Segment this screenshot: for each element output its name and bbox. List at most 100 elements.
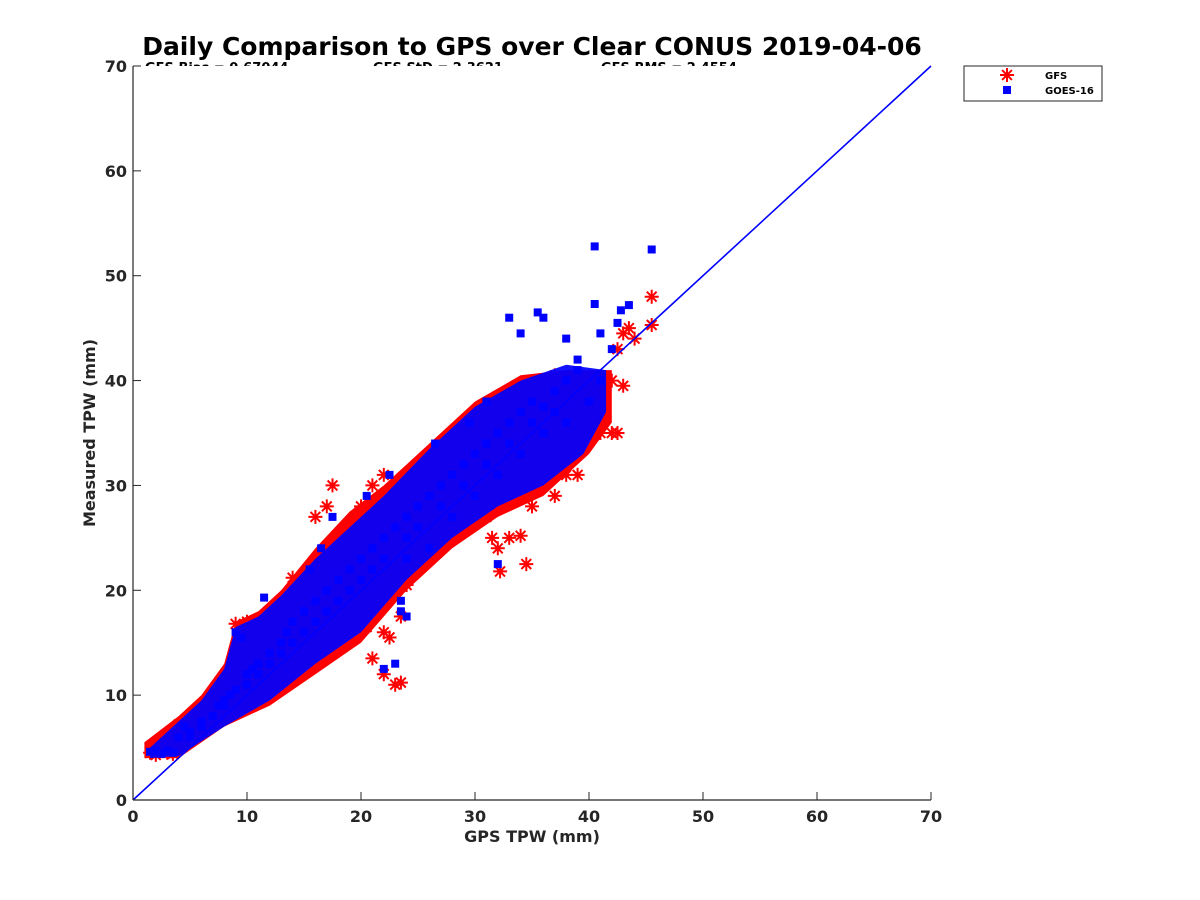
goes-16-point bbox=[516, 408, 525, 416]
goes-16-point bbox=[231, 685, 240, 694]
goes-16-point bbox=[396, 596, 405, 605]
goes-16-point bbox=[402, 533, 411, 542]
gfs-point bbox=[644, 289, 659, 304]
goes-16-point bbox=[402, 512, 411, 521]
goes-16-point bbox=[237, 633, 246, 642]
goes-16-point bbox=[616, 306, 625, 315]
goes-16-point bbox=[282, 628, 291, 637]
gfs-point bbox=[399, 578, 414, 592]
goes-16-point bbox=[459, 481, 468, 490]
x-tick-label: 40 bbox=[578, 807, 600, 826]
gfs-point bbox=[604, 373, 619, 388]
goes-16-point bbox=[186, 727, 194, 736]
gfs-point bbox=[610, 342, 625, 357]
axes: 0 10 20 30 40 50 60 70 0 10 20 30 40 50 60 70 bbox=[105, 57, 942, 826]
goes-16-point bbox=[243, 670, 251, 679]
gfs-point bbox=[376, 667, 391, 682]
goes-16-point bbox=[448, 470, 457, 479]
gfs-point bbox=[376, 467, 391, 482]
goes-16-point bbox=[248, 664, 257, 673]
goes-16-point bbox=[260, 593, 269, 602]
goes-16-point bbox=[357, 575, 365, 584]
legend: GFS GOES-16 bbox=[963, 65, 1103, 102]
goes-16-point bbox=[220, 701, 229, 710]
goes-16-point bbox=[550, 387, 559, 396]
goes-16-point bbox=[493, 560, 502, 569]
goes-16-point bbox=[402, 612, 411, 621]
goes-16-point bbox=[311, 596, 320, 605]
gfs-point bbox=[354, 499, 368, 514]
goes-16-point bbox=[436, 481, 445, 490]
goes-16-point bbox=[220, 696, 229, 705]
goes-16-point bbox=[277, 649, 286, 658]
goes-16-point bbox=[334, 596, 343, 605]
legend-marker-gfs bbox=[1000, 68, 1014, 82]
goes-16-point bbox=[539, 313, 548, 322]
goes-16-point bbox=[254, 670, 263, 679]
goes-16-point bbox=[505, 313, 514, 322]
y-tick-label: 10 bbox=[105, 686, 127, 705]
goes-16-point bbox=[459, 460, 468, 469]
y-tick-label: 30 bbox=[105, 476, 127, 495]
x-ticks: 0 10 20 30 40 50 60 70 bbox=[127, 792, 942, 826]
goes-16-point bbox=[322, 586, 331, 595]
gfs-point bbox=[319, 499, 334, 514]
goes-16-point bbox=[493, 429, 502, 437]
gfs-point bbox=[479, 509, 494, 524]
goes-16-point bbox=[197, 722, 206, 731]
x-tick-label: 60 bbox=[806, 807, 828, 826]
goes-16-point bbox=[379, 554, 388, 563]
goes-16-point bbox=[396, 607, 405, 616]
gfs-point bbox=[376, 625, 391, 640]
x-tick-label: 20 bbox=[350, 807, 372, 826]
goes-16-point bbox=[214, 701, 223, 710]
goes-16-point bbox=[288, 638, 297, 647]
goes-16-point bbox=[562, 376, 571, 385]
goes-16-point bbox=[231, 628, 240, 637]
gfs-point bbox=[593, 426, 608, 440]
goes-16-point bbox=[471, 450, 479, 458]
gfs-point bbox=[502, 530, 517, 545]
goes-16-point bbox=[180, 722, 189, 731]
goes-16-dense-cluster bbox=[150, 364, 607, 759]
goes-16-point bbox=[482, 460, 491, 469]
x-tick-label: 70 bbox=[920, 807, 942, 826]
goes-16-point bbox=[482, 397, 491, 406]
x-tick-label: 0 bbox=[127, 807, 138, 826]
goes-16-point bbox=[465, 418, 474, 427]
gfs-point bbox=[365, 651, 380, 666]
gfs-point bbox=[382, 630, 397, 645]
goes-16-point bbox=[168, 748, 177, 757]
y-tick-label: 70 bbox=[105, 57, 127, 76]
x-tick-label: 50 bbox=[692, 807, 714, 826]
goes-16-point bbox=[208, 712, 217, 721]
goes-16-point bbox=[265, 659, 274, 668]
legend-marker-goes-16 bbox=[1003, 86, 1011, 94]
goes-16-point bbox=[516, 450, 525, 458]
legend-box bbox=[963, 65, 1103, 102]
goes-16-point bbox=[573, 366, 582, 375]
goes-16-point bbox=[345, 586, 354, 595]
goes-16-point bbox=[265, 649, 274, 658]
gfs-point bbox=[621, 321, 636, 336]
one-to-one-reference-line bbox=[132, 65, 932, 801]
goes-16-point bbox=[505, 439, 514, 448]
goes-16-point bbox=[425, 491, 434, 500]
goes-16-point bbox=[482, 439, 491, 448]
goes-16-point bbox=[368, 544, 377, 553]
goes-16-point bbox=[607, 345, 616, 354]
y-tick-label: 0 bbox=[116, 791, 127, 810]
goes-16-point bbox=[402, 554, 411, 563]
goes-16-point bbox=[300, 628, 308, 637]
goes-16-point bbox=[174, 733, 183, 742]
goes-16-point bbox=[317, 544, 326, 553]
goes-16-point bbox=[151, 746, 160, 755]
goes-16-point bbox=[197, 717, 206, 726]
plot-area bbox=[132, 65, 932, 801]
goes-16-point bbox=[436, 502, 445, 511]
gfs-point bbox=[616, 326, 631, 341]
goes-16-point bbox=[448, 512, 457, 521]
y-tick-label: 40 bbox=[105, 372, 127, 391]
gfs-point bbox=[393, 609, 408, 624]
